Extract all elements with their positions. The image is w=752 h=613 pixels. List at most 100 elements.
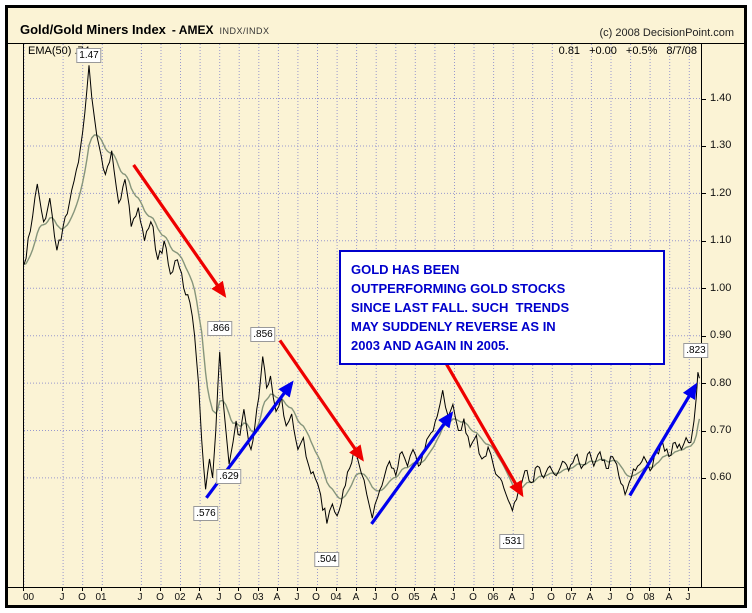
x-axis-tick [649, 588, 650, 591]
y-axis-tick [702, 336, 706, 337]
y-axis-label: 0.60 [710, 471, 732, 483]
y-axis-tick [702, 99, 706, 100]
x-axis-label: J [216, 592, 222, 603]
x-axis-label: 06 [487, 592, 499, 603]
x-axis-tick [23, 588, 24, 591]
price-line [24, 65, 700, 524]
x-axis-label: J [685, 592, 691, 603]
x-axis-tick [571, 588, 572, 591]
y-axis-tick [702, 478, 706, 479]
x-axis-tick [316, 588, 317, 591]
x-axis-tick [277, 588, 278, 591]
x-axis-tick [669, 588, 670, 591]
x-axis-label: O [547, 592, 555, 603]
x-axis-tick [551, 588, 552, 591]
plot-area: EMA(50) .74 0.81 +0.00 +0.5% 8/7/08 1.47 .86… [23, 44, 709, 587]
x-axis-tick [395, 588, 396, 591]
x-axis-label: 04 [330, 592, 342, 603]
x-axis-tick [532, 588, 533, 591]
x-axis-label: O [156, 592, 164, 603]
red-trend-arrow [132, 163, 227, 298]
quote-readout: 0.81 +0.00 +0.5% 8/7/08 [550, 45, 697, 57]
x-axis-tick [590, 588, 591, 591]
x-axis-label: A [195, 592, 203, 603]
x-axis-label: J [450, 592, 456, 603]
chart-header: Gold/Gold Miners Index - AMEX INDX/INDX (c… [8, 8, 744, 44]
x-axis-label: 01 [95, 592, 107, 603]
x-axis-tick [258, 588, 259, 591]
x-axis-label: A [430, 592, 438, 603]
x-axis-tick [453, 588, 454, 591]
x-axis-tick [199, 588, 200, 591]
x-axis-label: J [529, 592, 535, 603]
price-label: .576 [193, 506, 219, 521]
copyright-label: (c) 2008 DecisionPoint.com [599, 27, 734, 39]
title-group: Gold/Gold Miners Index - AMEX INDX/INDX [20, 21, 269, 39]
x-axis-label: A [586, 592, 594, 603]
annotation-textbox: GOLD HAS BEEN OUTPERFORMING GOLD STOCKS … [339, 250, 665, 365]
x-axis-label: 05 [408, 592, 420, 603]
red-trend-arrow [278, 339, 364, 462]
price-label: .866 [207, 321, 233, 336]
x-axis-tick [297, 588, 298, 591]
x-axis-tick [356, 588, 357, 591]
x-axis-tick [82, 588, 83, 591]
x-axis-tick [630, 588, 631, 591]
red-trend-arrow [443, 360, 524, 498]
x-axis-label: O [312, 592, 320, 603]
x-axis-label: A [273, 592, 281, 603]
x-axis-line [8, 587, 744, 588]
price-label: .531 [499, 534, 525, 549]
quote-date: 8/7/08 [666, 45, 697, 57]
x-axis-label: 07 [565, 592, 577, 603]
x-axis-label: O [626, 592, 634, 603]
x-axis-tick [140, 588, 141, 591]
x-axis-label: J [607, 592, 613, 603]
quote-change: +0.00 [589, 45, 617, 57]
y-axis-label: 1.30 [710, 139, 732, 151]
price-label: .823 [683, 343, 709, 358]
y-axis-tick [702, 383, 706, 384]
x-axis-label: O [78, 592, 86, 603]
x-axis-tick [101, 588, 102, 591]
y-axis-tick [702, 193, 706, 194]
symbol-label: INDX/INDX [219, 26, 270, 36]
chart-canvas [24, 44, 701, 587]
ema-readout: EMA(50) .74 [28, 45, 90, 57]
x-axis-tick [180, 588, 181, 591]
y-axis-label: 0.90 [710, 329, 732, 341]
x-axis-label: 00 [23, 592, 35, 603]
exchange-label: - AMEX [171, 23, 214, 37]
x-axis-tick [493, 588, 494, 591]
y-axis-tick [702, 431, 706, 432]
x-axis-tick [414, 588, 415, 591]
x-axis-label: J [59, 592, 65, 603]
price-label: 1.47 [76, 48, 102, 63]
x-axis-label: O [234, 592, 242, 603]
price-label: .504 [314, 552, 340, 567]
x-axis-tick [512, 588, 513, 591]
x-axis-tick [219, 588, 220, 591]
blue-trend-arrow [628, 382, 698, 497]
x-axis-label: 03 [252, 592, 264, 603]
x-axis-label: A [508, 592, 516, 603]
x-axis-tick [336, 588, 337, 591]
x-axis: 00 J O 01 J O 02 A J O 03 A J O 04 A J O 05 A J O 06 A J O 07 A J O 08… [23, 588, 702, 605]
x-axis-label: J [294, 592, 300, 603]
quote-row: EMA(50) .74 0.81 +0.00 +0.5% 8/7/08 [28, 45, 697, 57]
y-axis-tick [702, 146, 706, 147]
x-axis-label: O [469, 592, 477, 603]
quote-last: 0.81 [558, 45, 581, 57]
x-axis-tick [434, 588, 435, 591]
x-axis-label: O [391, 592, 399, 603]
price-label: .629 [216, 469, 242, 484]
x-axis-label: 08 [643, 592, 655, 603]
y-axis-tick [702, 288, 706, 289]
x-axis-label: J [137, 592, 143, 603]
x-axis-tick [688, 588, 689, 591]
x-axis-tick [62, 588, 63, 591]
x-axis-label: J [372, 592, 378, 603]
chart-frame: Gold/Gold Miners Index - AMEX INDX/INDX (c… [5, 5, 747, 608]
y-axis-label: 1.10 [710, 234, 732, 246]
